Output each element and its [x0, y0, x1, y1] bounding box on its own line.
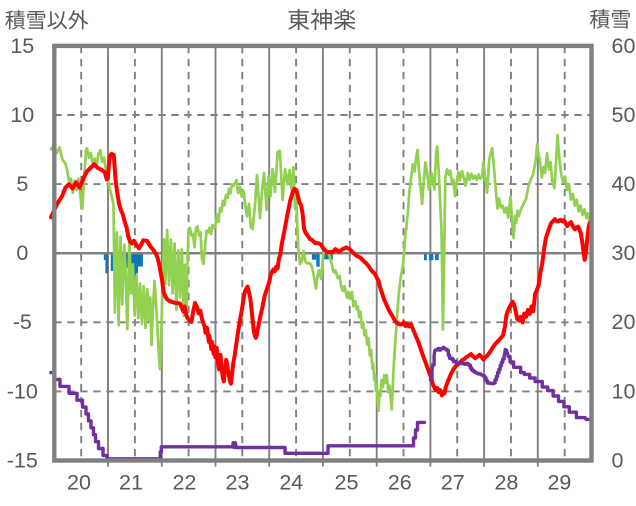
svg-text:27: 27 [441, 471, 465, 495]
svg-text:0: 0 [612, 448, 624, 472]
svg-text:5: 5 [16, 172, 28, 196]
svg-text:10: 10 [612, 379, 636, 403]
svg-text:-10: -10 [7, 379, 38, 403]
svg-text:21: 21 [119, 471, 143, 495]
svg-text:20: 20 [67, 471, 91, 495]
svg-text:26: 26 [388, 471, 412, 495]
svg-text:-5: -5 [13, 310, 32, 334]
svg-text:30: 30 [612, 241, 636, 265]
svg-text:25: 25 [335, 471, 359, 495]
svg-text:10: 10 [10, 103, 34, 127]
svg-text:23: 23 [226, 471, 250, 495]
svg-text:-15: -15 [7, 448, 38, 472]
svg-text:24: 24 [279, 471, 303, 495]
svg-text:28: 28 [494, 471, 518, 495]
svg-text:0: 0 [16, 241, 28, 265]
svg-text:22: 22 [172, 471, 196, 495]
svg-text:29: 29 [547, 471, 571, 495]
svg-text:40: 40 [612, 172, 636, 196]
svg-text:50: 50 [612, 103, 636, 127]
svg-text:15: 15 [10, 34, 34, 58]
svg-text:20: 20 [612, 310, 636, 334]
svg-text:60: 60 [612, 34, 636, 58]
